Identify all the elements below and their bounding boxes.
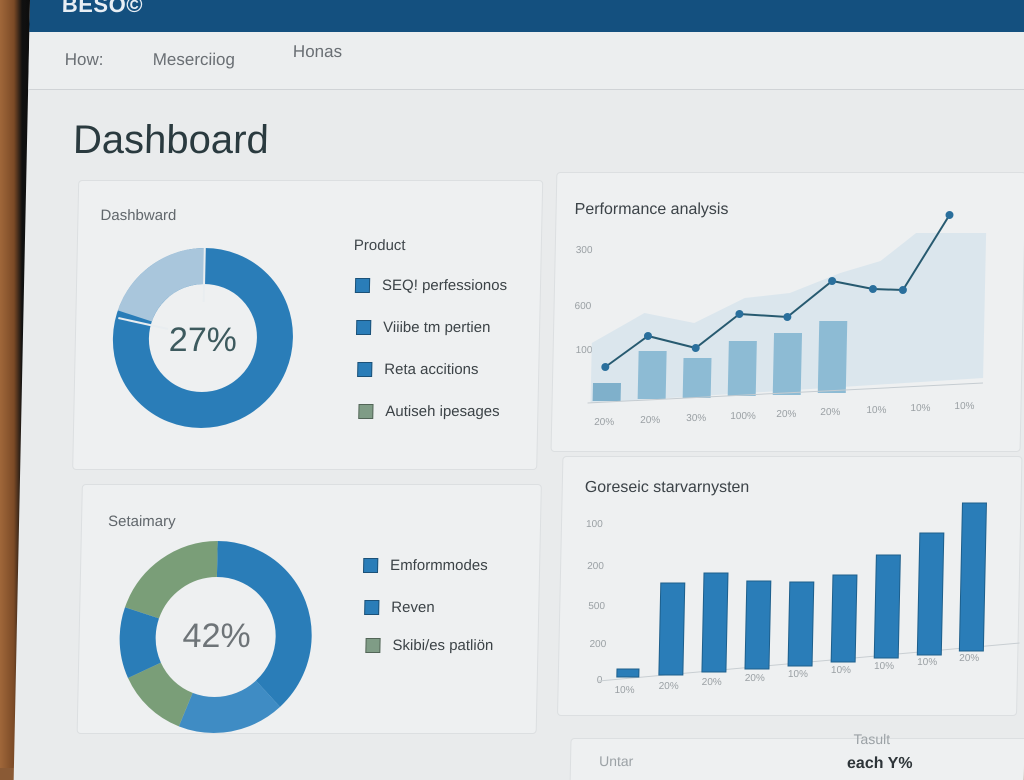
x-tick: 10% [614,685,635,696]
legend-item[interactable]: SEQ! perfessionos [354,277,508,294]
donut-center-value: 27% [168,321,238,359]
legend-item[interactable]: Reven [364,599,435,616]
donut-chart-1 [112,248,293,428]
x-tick: 20% [776,409,797,420]
legend-label: Emformmodes [389,557,488,574]
x-tick: 20% [640,415,661,426]
nav-item-how[interactable]: How: [64,50,104,69]
top-bar: BESO© [29,0,1024,32]
x-tick: 10% [873,661,895,672]
bottom-left-label: Untar [598,753,634,769]
x-tick: 30% [686,413,707,424]
bottom-card: Untar Tasult each Y% [569,731,1024,780]
brand-logo[interactable]: BESO© [61,0,144,17]
x-tick: 20% [701,677,722,688]
donut-card-2: Setaimary 42% Emformmodes Reven Skibi/es… [76,484,542,734]
performance-card: Performance analysis 300 600 100 20% 20%… [550,172,1024,452]
legend-swatch [364,600,380,615]
legend-item[interactable]: Autiseh ipesages [358,403,500,420]
performance-chart [587,211,987,404]
legend-item[interactable]: Emformmodes [362,557,488,574]
donut-card-1: Dashbward 27% Product SEQ! perfessionos … [72,180,544,470]
x-tick: 20% [658,681,679,692]
x-tick: 10% [910,403,931,414]
legend-item[interactable]: Viiibe tm pertien [355,319,491,336]
bottom-right-value: each Y% [846,755,913,772]
legend-item[interactable]: Skibi/es patliön [365,637,494,654]
x-tick: 20% [744,673,765,684]
card-title: Goreseic starvarnysten [584,479,750,496]
x-tick: 10% [787,669,809,680]
nav-bar: How: Meserciiog Honas [28,32,1024,90]
legend-label: Skibi/es patliön [392,637,494,654]
x-tick: 100% [730,411,756,422]
x-tick: 20% [820,407,841,418]
nav-item-messaging[interactable]: Meserciiog [152,50,236,69]
donut-center-value: 42% [182,617,252,655]
legend-title: Product [353,237,406,254]
legend-label: SEQ! perfessionos [381,277,508,294]
page-title: Dashboard [72,118,270,162]
x-tick: 10% [917,657,938,668]
x-tick: 10% [954,401,975,412]
dashboard-screen: BESO© How: Meserciiog Honas Dashboard Da… [13,0,1024,780]
bar-chart-card: Goreseic starvarnysten 100 200 500 200 0… [557,456,1023,716]
legend-label: Reta accitions [384,361,479,378]
bar-chart [598,502,1020,682]
x-tick: 10% [866,405,887,416]
legend-swatch [355,320,372,335]
card-title: Setaimary [107,513,176,530]
legend-item[interactable]: Reta accitions [357,361,479,378]
legend-swatch [358,404,374,419]
legend-label: Reven [391,599,435,616]
legend-label: Viiibe tm pertien [382,319,491,336]
bottom-right-label: Tasult [853,731,891,747]
legend-swatch [357,362,373,377]
x-tick: 20% [594,417,615,428]
legend-label: Autiseh ipesages [385,403,500,420]
legend-swatch [354,278,371,293]
card-title: Dashbward [100,207,177,224]
legend-swatch [362,558,379,573]
y-tick: 100 [585,519,603,530]
legend-swatch [365,638,381,653]
x-tick: 10% [830,665,852,676]
x-tick: 20% [959,653,980,664]
donut-chart-2 [119,541,312,733]
nav-item-honas[interactable]: Honas [292,42,343,61]
